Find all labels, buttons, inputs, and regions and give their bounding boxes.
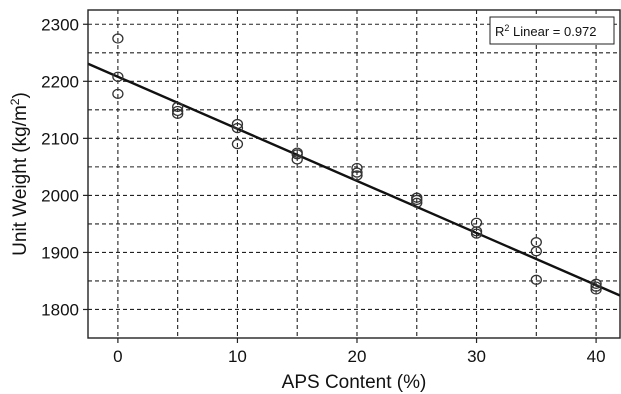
y-tick-label: 1900 [41,243,79,262]
data-point [172,108,184,119]
y-tick-label: 1800 [41,300,79,319]
data-point [590,278,602,289]
y-tick-label: 2100 [41,129,79,148]
y-axis-title: Unit Weight (kg/m2) [8,92,31,256]
data-point [351,167,363,178]
data-point [530,246,542,257]
y-tick-label: 2300 [41,15,79,34]
data-point [590,281,602,292]
legend-r-squared-text: R2 Linear = 0.972 [495,23,597,39]
data-points-layer [112,33,602,295]
data-point [351,162,363,174]
data-point [231,122,244,134]
plot-frame [87,9,621,339]
legend-r-superscript: 2 [504,23,509,33]
data-point [411,197,423,208]
y-tick-label: 2000 [41,186,79,205]
y-tick-label: 2200 [41,72,79,91]
data-point [590,284,602,295]
data-point [530,274,542,285]
data-point [291,149,303,160]
y-axis-title-superscript: 2 [8,98,22,105]
data-point [112,88,124,100]
data-point [351,170,363,181]
data-point [172,101,184,113]
y-axis-title-main: Unit Weight (kg/m [10,105,31,256]
x-tick-label: 10 [228,347,247,366]
data-point [231,138,244,150]
x-tick-label: 40 [587,347,606,366]
y-axis-title-close: ) [10,92,31,98]
legend-r: R [495,24,504,39]
data-point [411,194,423,206]
data-point [172,105,184,117]
data-point [470,228,483,239]
data-point [231,118,244,130]
legend-linear-value: Linear = 0.972 [509,24,596,39]
r-squared-legend: R2 Linear = 0.972 [489,16,615,45]
data-point [112,71,124,82]
x-tick-label: 20 [348,347,367,366]
legend-frame [489,16,615,45]
data-point [112,33,124,44]
x-axis-title: APS Content (%) [282,372,427,393]
tick-layer: 0 10 20 30 40 1800 1900 2000 2100 2200 2300 [41,15,605,366]
x-tick-label: 30 [467,347,486,366]
x-tick-label: 0 [113,347,122,366]
data-point [291,154,303,165]
